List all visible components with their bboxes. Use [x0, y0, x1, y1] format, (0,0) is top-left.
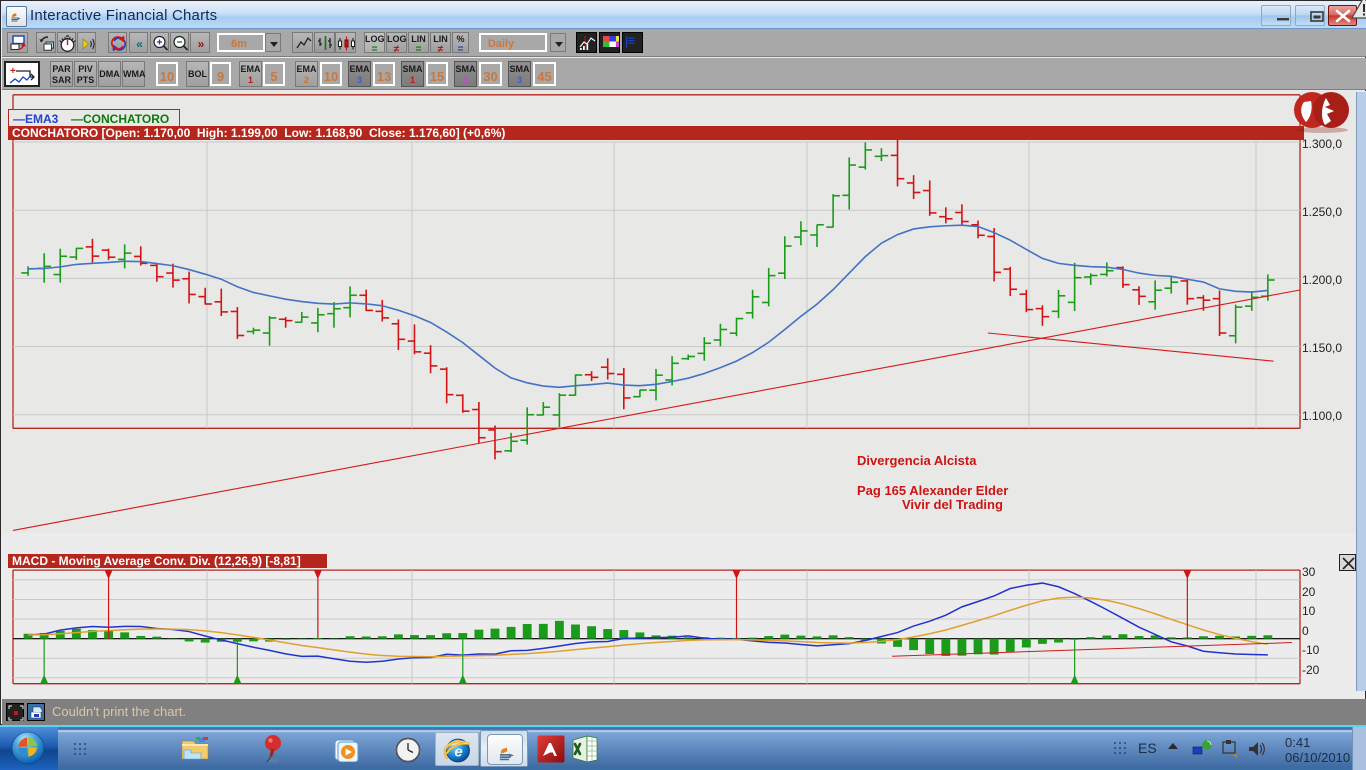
- svg-text:»: »: [198, 37, 205, 51]
- svg-text:«: «: [136, 37, 143, 51]
- svg-text:+: +: [10, 66, 16, 77]
